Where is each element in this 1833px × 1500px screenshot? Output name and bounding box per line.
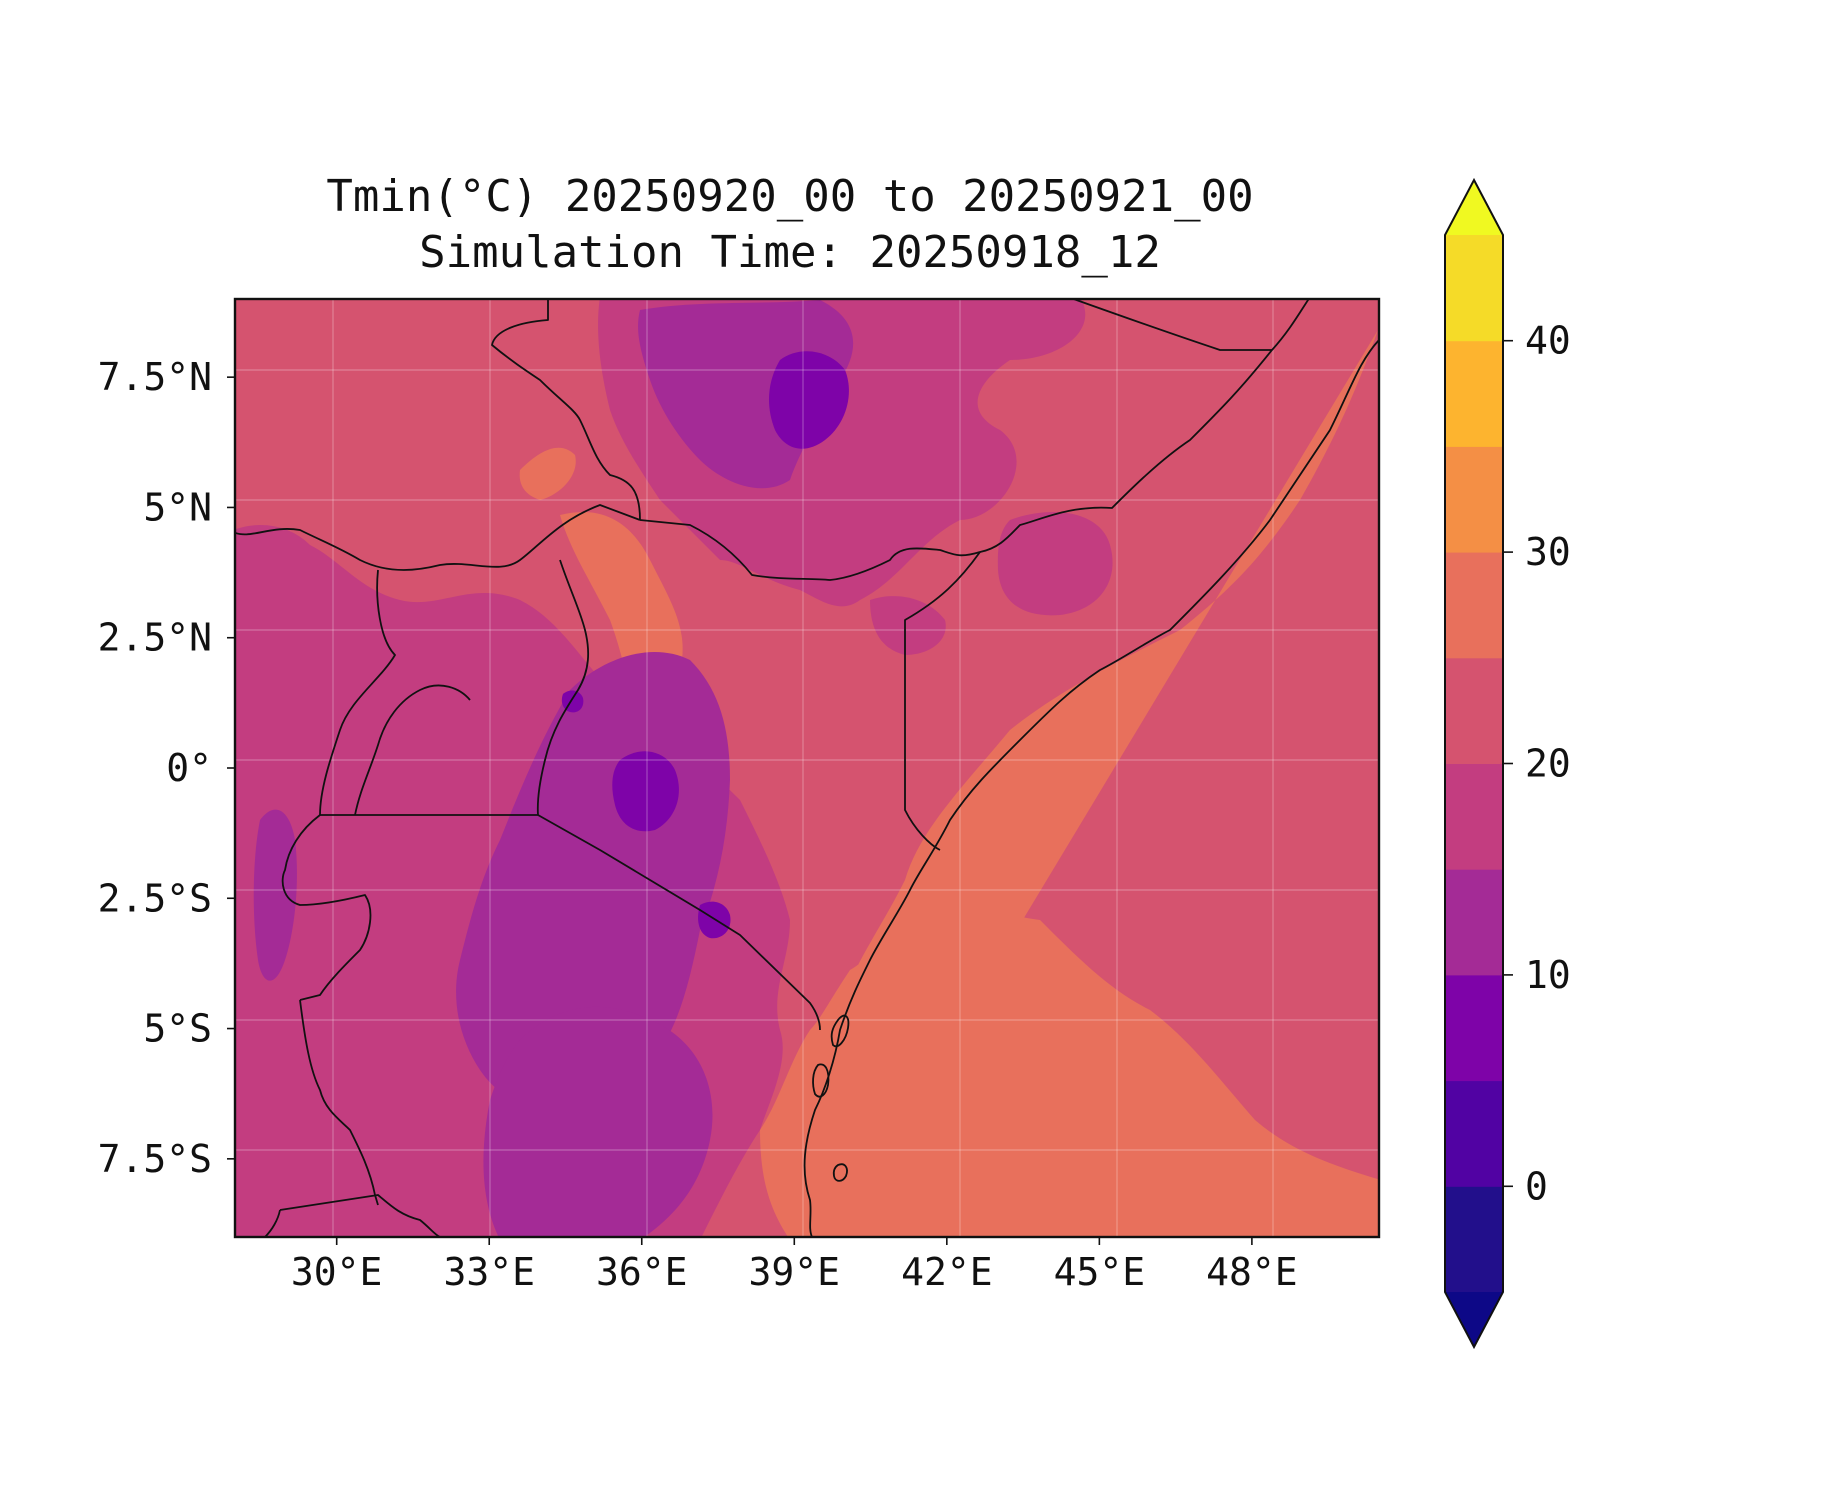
border-kenya-tanzania (537, 814, 821, 1031)
colorbar-tick-label: 40 (1525, 319, 1571, 363)
colorbar-segment (1445, 235, 1503, 342)
x-tick-label: 30°E (291, 1250, 383, 1294)
colorbar-segment (1445, 1080, 1503, 1187)
y-axis-ticks: 7.5°N 5°N 2.5°N 0° 2.5°S 5°S 7.5°S (98, 355, 235, 1181)
coastline (803, 339, 1379, 1237)
colorbar-tick-label: 0 (1525, 1164, 1548, 1208)
border-drc-tanzania (299, 999, 379, 1206)
border-lake-victoria-outline (354, 684, 471, 816)
colorbar-segment (1445, 869, 1503, 976)
colorbar-segment (1445, 657, 1503, 764)
colorbar-outline (1444, 177, 1504, 1350)
y-tick-label: 0° (166, 746, 212, 790)
x-tick-label: 42°E (901, 1250, 993, 1294)
border-drc-uganda (319, 569, 396, 816)
temperature-contour-cold-ethiopia (768, 351, 849, 449)
map-panel (233, 297, 1381, 1239)
border-uganda-north (235, 504, 641, 571)
border-ethiopia-kenya (639, 299, 1310, 581)
x-axis-ticks: 30°E 33°E 36°E 39°E 42°E 45°E 48°E (291, 1237, 1298, 1294)
border-zambia-tanzania (279, 1194, 441, 1237)
colorbar-over-extension (1445, 180, 1503, 235)
colorbar: 0 10 20 30 40 (1444, 177, 1571, 1350)
temperature-contour-north-warm (519, 447, 576, 500)
temperature-contour-cool-highlands-tanzania (483, 1006, 713, 1237)
map-gridlines (235, 299, 1379, 1237)
colorbar-tick-label: 30 (1525, 530, 1571, 574)
y-tick-label: 2.5°S (98, 876, 212, 920)
colorbar-tick-label: 20 (1525, 742, 1571, 786)
y-tick-label: 5°N (143, 485, 212, 529)
colorbar-segment (1445, 340, 1503, 447)
island-pemba (830, 1014, 850, 1048)
colorbar-segment (1445, 974, 1503, 1082)
y-tick-label: 7.5°N (98, 355, 212, 399)
border-ethiopia-somalia-north (1070, 299, 1272, 351)
island-zanzibar (812, 1063, 830, 1098)
y-tick-label: 2.5°N (98, 616, 212, 660)
country-borders (235, 299, 1310, 1237)
x-tick-label: 36°E (596, 1250, 688, 1294)
x-tick-label: 48°E (1206, 1250, 1298, 1294)
temperature-contour-cool-albertine (253, 809, 297, 981)
temperature-contour-somalia-plateau (997, 512, 1113, 616)
border-zambia-west (264, 1209, 281, 1237)
border-kenya-somalia (904, 551, 981, 851)
colorbar-under-extension (1445, 1292, 1503, 1347)
map-title-line1: Tmin(°C) 20250920_00 to 20250921_00 (326, 171, 1253, 222)
x-tick-label: 45°E (1054, 1250, 1146, 1294)
colorbar-segment (1445, 552, 1503, 659)
y-tick-label: 7.5°S (98, 1137, 212, 1181)
colorbar-segment (1445, 763, 1503, 870)
colorbar-segment (1445, 1186, 1503, 1293)
border-kenya-uganda (536, 559, 590, 816)
map-title-line2: Simulation Time: 20250918_12 (419, 227, 1161, 278)
y-tick-label: 5°S (143, 1007, 212, 1051)
x-tick-label: 39°E (749, 1250, 841, 1294)
border-south-sudan-ethiopia (491, 299, 641, 521)
temperature-contour-cold-kenya (612, 751, 679, 832)
x-tick-label: 33°E (443, 1250, 535, 1294)
temperature-contour-ocean-warm (760, 330, 1379, 1237)
colorbar-tick-label: 10 (1525, 953, 1571, 997)
temperature-contour-far-east-highland (870, 596, 946, 655)
border-rwanda-burundi (281, 814, 372, 1001)
colorbar-segment (1445, 446, 1503, 553)
island-mafia (832, 1163, 848, 1182)
